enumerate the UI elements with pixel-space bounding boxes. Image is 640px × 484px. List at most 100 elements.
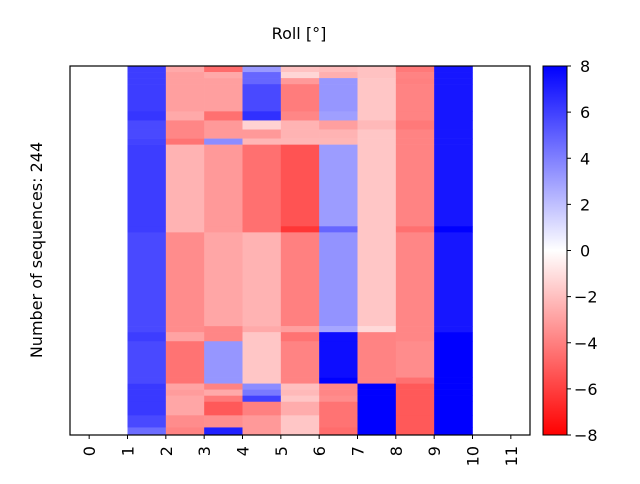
heatmap-cell [242, 389, 282, 396]
heatmap-cell [127, 66, 167, 73]
heatmap-cell [165, 84, 205, 112]
y-axis-label: Number of sequences: 244 [27, 142, 46, 358]
heatmap-cell [280, 377, 320, 384]
heatmap-cell [280, 78, 320, 85]
heatmap-cell [242, 401, 282, 416]
heatmap-cell [395, 84, 435, 112]
heatmap-cell [127, 144, 167, 227]
colorbar-tick-label: −4 [574, 334, 598, 353]
heatmap-cell [242, 111, 282, 121]
x-axis-ticks: 0 1 2 3 4 5 6 7 8 9 10 11 [80, 435, 521, 466]
heatmap-cell [242, 427, 282, 436]
heatmap-cell [242, 226, 282, 233]
heatmap-cell [434, 72, 473, 79]
heatmap-cell [395, 72, 435, 79]
colorbar-tick-label: 0 [580, 242, 590, 261]
heatmap-cell [165, 226, 205, 233]
heatmap-cell [280, 401, 320, 416]
heatmap-cell [434, 377, 473, 384]
heatmap-cell [280, 232, 320, 327]
heatmap-cell [357, 232, 397, 327]
heatmap-cell [319, 341, 358, 378]
colorbar-gradient [542, 65, 568, 436]
heatmap-cell [357, 332, 397, 342]
heatmap-cell [204, 66, 243, 73]
heatmap-cell [204, 383, 243, 390]
heatmap-cell [357, 341, 397, 378]
heatmap-cell [434, 415, 473, 428]
heatmap-cell [242, 415, 282, 428]
heatmap-cell [242, 66, 282, 73]
colorbar-tick-label: 6 [580, 103, 590, 122]
heatmap-cell [242, 383, 282, 390]
heatmap-cell [395, 326, 435, 333]
heatmap-cell [127, 415, 167, 428]
heatmap-cell [434, 226, 473, 233]
heatmap-cell [280, 138, 320, 145]
heatmap-cell [127, 111, 167, 121]
heatmap-cell [242, 326, 282, 333]
heatmap-cell [395, 129, 435, 139]
heatmap-cell [280, 389, 320, 396]
heatmap-cell [165, 144, 205, 227]
heatmap-cell [242, 84, 282, 112]
heatmap-cell [434, 326, 473, 333]
heatmap-cell [319, 120, 358, 130]
heatmap-cell [319, 111, 358, 121]
heatmap-cell [242, 78, 282, 85]
heatmap-cell [204, 120, 243, 130]
heatmap-cell [242, 72, 282, 79]
heatmap-cell [319, 144, 358, 227]
heatmap-cell [357, 129, 397, 139]
heatmap-cell [395, 395, 435, 403]
heatmap-cell [395, 332, 435, 342]
heatmap-cell [165, 383, 205, 390]
heatmap-cell [319, 332, 358, 342]
heatmap-cell [165, 377, 205, 384]
heatmap-cell [204, 427, 243, 436]
heatmap-cell [395, 383, 435, 390]
heatmap-cell [242, 232, 282, 327]
heatmap-cell [165, 332, 205, 342]
heatmap-cell [165, 395, 205, 403]
heatmap-cell [395, 78, 435, 85]
heatmap-cell [357, 72, 397, 79]
heatmap-cell [165, 72, 205, 79]
heatmap-cell [357, 84, 397, 112]
heatmap-cell [127, 78, 167, 85]
x-tick-label: 4 [234, 446, 253, 456]
heatmap-cell [165, 78, 205, 85]
heatmap-cell [242, 138, 282, 145]
heatmap-cell [204, 144, 243, 227]
heatmap-cell [204, 111, 243, 121]
heatmap-cell [395, 138, 435, 145]
heatmap-cell [204, 84, 243, 112]
colorbar-tick-label: 2 [580, 195, 590, 214]
heatmap-cell [319, 232, 358, 327]
heatmap-cell [357, 401, 397, 416]
heatmap-cell [280, 326, 320, 333]
heatmap-cell [434, 389, 473, 396]
heatmap-cell [319, 401, 358, 416]
x-tick-label: 9 [425, 446, 444, 456]
heatmap-cell [434, 84, 473, 112]
heatmap-cell [242, 120, 282, 130]
heatmap-cell [280, 66, 320, 73]
heatmap-cell [165, 401, 205, 416]
heatmap-cell [280, 332, 320, 342]
x-tick-label: 11 [502, 446, 521, 466]
heatmap-cell [395, 144, 435, 227]
heatmap-cell [357, 144, 397, 227]
heatmap-cell [127, 138, 167, 145]
x-tick-label: 8 [387, 446, 406, 456]
heatmap-cell [204, 341, 243, 378]
heatmap-cell [242, 395, 282, 403]
heatmap-cells [127, 66, 473, 436]
heatmap-cell [204, 395, 243, 403]
heatmap-cell [165, 389, 205, 396]
heatmap-cell [165, 129, 205, 139]
heatmap-cell [280, 415, 320, 428]
heatmap-cell [242, 377, 282, 384]
heatmap-cell [127, 383, 167, 390]
heatmap-cell [165, 120, 205, 130]
